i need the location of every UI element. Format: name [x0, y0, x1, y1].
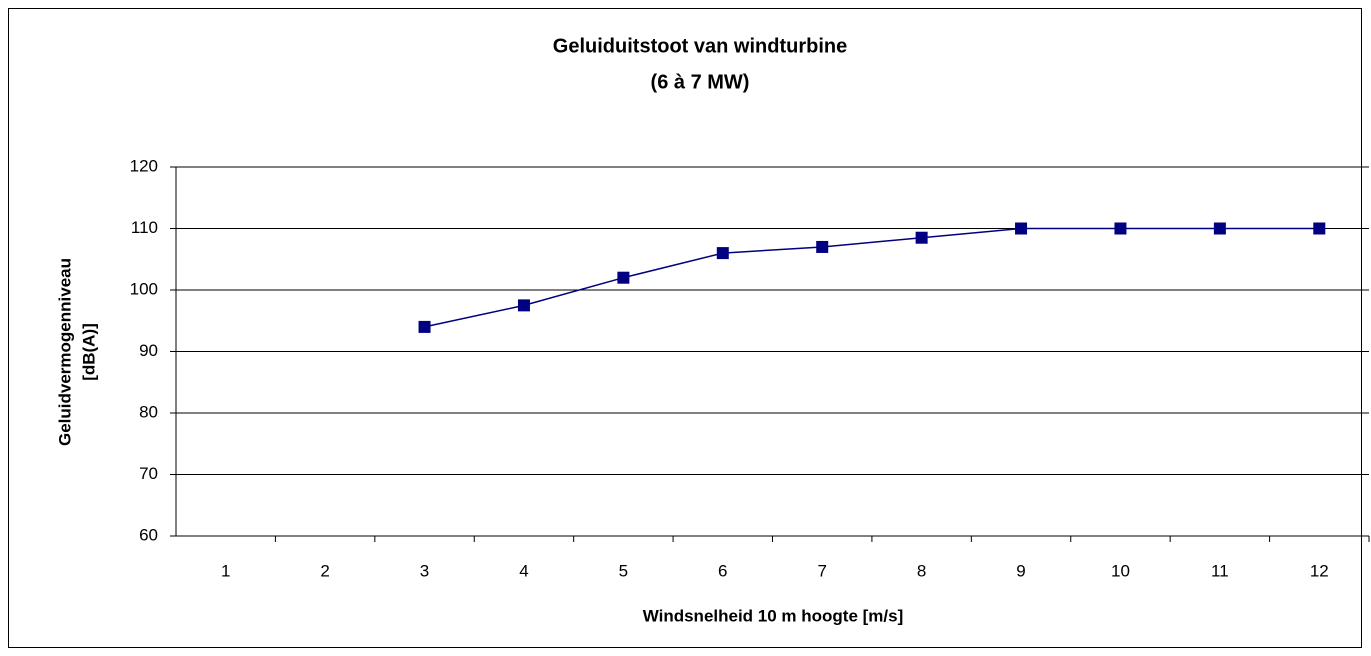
x-tick-label: 2: [320, 561, 329, 580]
x-tick-label: 9: [1016, 561, 1025, 580]
x-axis-label: Windsnelheid 10 m hoogte [m/s]: [643, 606, 904, 625]
data-marker: [1114, 222, 1127, 235]
y-tick-label: 90: [139, 341, 158, 360]
data-marker: [617, 271, 630, 284]
x-tick-label: 3: [420, 561, 429, 580]
chart-frame: [8, 8, 1362, 648]
data-marker: [1213, 222, 1226, 235]
data-marker: [418, 320, 431, 333]
x-tick-label: 4: [519, 561, 528, 580]
y-tick-label: 110: [131, 218, 158, 237]
x-tick-label: 6: [718, 561, 727, 580]
x-tick-label: 12: [1310, 561, 1329, 580]
x-tick-label: 1: [221, 561, 230, 580]
y-axis-label: [dB(A)]: [79, 323, 98, 381]
data-marker: [517, 299, 530, 312]
data-line: [424, 227, 1320, 328]
data-marker: [716, 247, 729, 260]
x-tick-label: 7: [817, 561, 826, 580]
y-tick-label: 100: [130, 279, 158, 298]
x-tick-label: 10: [1111, 561, 1130, 580]
y-axis-label: Geluidvermogenniveau: [55, 258, 74, 446]
data-marker: [1015, 222, 1028, 235]
chart-subtitle: (6 à 7 MW): [651, 71, 750, 93]
y-tick-label: 120: [130, 156, 158, 175]
data-marker: [915, 231, 928, 244]
y-tick-label: 80: [139, 402, 158, 421]
chart-title: Geluiduitstoot van windturbine: [553, 35, 847, 57]
x-tick-label: 11: [1211, 561, 1229, 580]
x-tick-label: 5: [619, 561, 628, 580]
y-tick-label: 70: [139, 464, 158, 483]
x-tick-label: 8: [917, 561, 926, 580]
data-marker: [1313, 222, 1326, 235]
y-tick-label: 60: [139, 525, 158, 544]
data-marker: [816, 240, 829, 253]
